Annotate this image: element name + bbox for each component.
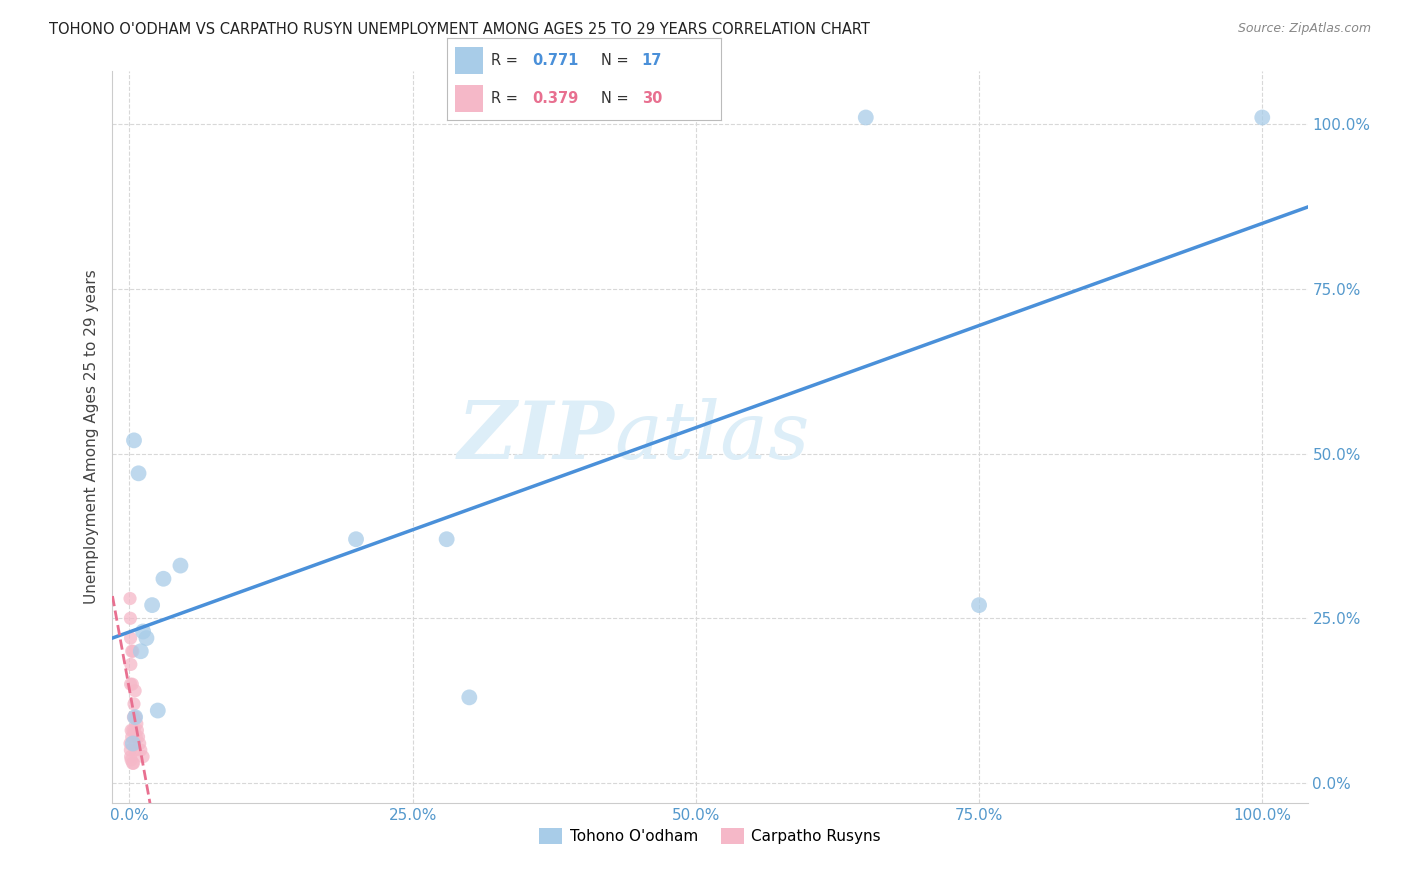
Point [122,710,145,724]
Point [128,737,150,751]
Point [344,533,367,547]
Text: R =: R = [491,91,523,106]
FancyBboxPatch shape [456,46,482,74]
Point [120,657,142,672]
Y-axis label: Unemployment Among Ages 25 to 29 years: Unemployment Among Ages 25 to 29 years [83,269,98,605]
Point [122,723,145,738]
Point [135,631,157,645]
Point [129,644,152,658]
Point [120,631,142,645]
Point [120,749,142,764]
Point [132,749,155,764]
Point [121,730,143,744]
Point [458,690,481,705]
Point [124,683,146,698]
FancyBboxPatch shape [456,85,482,112]
Point [128,467,150,481]
Text: 30: 30 [641,91,662,106]
Point [118,737,141,751]
Point [121,644,143,658]
Text: 0.771: 0.771 [531,53,578,68]
Point [855,111,877,125]
Point [122,737,145,751]
Point [124,710,146,724]
Text: ZIP: ZIP [457,399,614,475]
Text: 17: 17 [641,53,662,68]
Point [141,598,163,612]
Point [121,677,143,691]
Point [118,591,141,606]
Point [125,730,148,744]
Point [120,743,142,757]
Point [146,704,169,718]
Point [121,756,143,771]
Point [122,756,145,771]
Text: TOHONO O'ODHAM VS CARPATHO RUSYN UNEMPLOYMENT AMONG AGES 25 TO 29 YEARS CORRELAT: TOHONO O'ODHAM VS CARPATHO RUSYN UNEMPLO… [49,22,870,37]
Text: atlas: atlas [614,399,810,475]
Text: Source: ZipAtlas.com: Source: ZipAtlas.com [1237,22,1371,36]
Point [129,743,152,757]
Legend: Tohono O'odham, Carpatho Rusyns: Tohono O'odham, Carpatho Rusyns [533,822,887,850]
Point [124,723,146,738]
Text: N =: N = [600,91,633,106]
Text: 0.379: 0.379 [531,91,578,106]
Point [120,677,142,691]
Point [169,558,191,573]
Point [127,723,149,738]
Point [132,624,155,639]
Point [152,572,174,586]
Point [124,743,146,757]
Point [120,723,142,738]
Point [967,598,990,612]
Text: R =: R = [491,53,523,68]
Point [120,611,142,625]
Point [120,753,142,767]
Point [128,730,150,744]
Point [125,710,148,724]
Point [122,434,145,448]
Text: N =: N = [600,53,633,68]
Point [125,716,148,731]
Point [122,644,145,658]
Point [1251,111,1274,125]
Point [436,533,458,547]
Point [122,697,145,711]
